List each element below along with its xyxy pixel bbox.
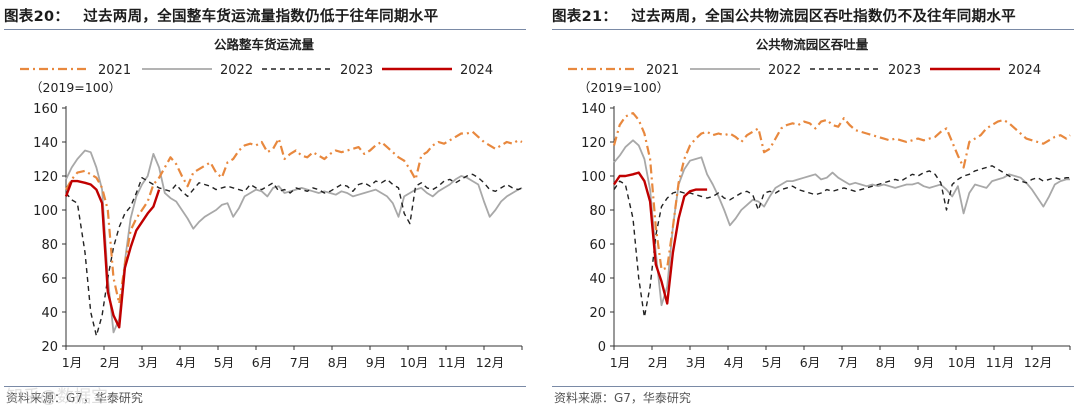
series-line-2022 [65, 149, 523, 334]
legend-label-2024: 2024 [460, 63, 493, 78]
y-tick-label: 100 [581, 170, 606, 185]
x-tick-label: 3月 [138, 355, 158, 370]
unit-label: （2019=100） [30, 80, 121, 95]
y-tick-label: 60 [41, 272, 58, 287]
source-note: 资料来源：G7，华泰研究 [6, 391, 143, 405]
unit-label: （2019=100） [578, 80, 669, 95]
chart-title: 公共物流园区吞吐量 [756, 37, 869, 52]
legend-label-2024: 2024 [1008, 63, 1041, 78]
y-tick-label: 0 [598, 340, 606, 355]
legend-label-2023: 2023 [340, 63, 373, 78]
series-line-2024 [613, 171, 708, 305]
series-line-2021 [612, 112, 1071, 271]
legend-label-2022: 2022 [768, 63, 801, 78]
y-tick-label: 160 [33, 102, 58, 117]
y-tick-label: 80 [589, 204, 606, 219]
x-tick-label: 1月 [62, 355, 82, 370]
x-tick-label: 11月 [986, 355, 1014, 370]
y-tick-label: 100 [33, 204, 58, 219]
chart-panel-road-freight: 图表20： 过去两周，全国整车货运流量指数仍低于往年同期水平 公路整车货运流量 20… [4, 0, 526, 412]
y-tick-label: 20 [589, 306, 606, 321]
y-tick-label: 60 [589, 238, 606, 253]
x-tick-label: 2月 [648, 355, 668, 370]
y-tick-label: 40 [41, 306, 58, 321]
x-tick-label: 4月 [724, 355, 744, 370]
figure-title-text: 过去两周，全国公共物流园区吞吐指数仍不及往年同期水平 [631, 9, 1016, 25]
y-tick-label: 120 [33, 170, 58, 185]
figure-title: 图表20： 过去两周，全国整车货运流量指数仍低于往年同期水平 [4, 5, 526, 29]
x-tick-label: 9月 [914, 355, 934, 370]
x-tick-label: 7月 [838, 355, 858, 370]
x-tick-label: 12月 [1024, 355, 1052, 370]
source-note: 资料来源：G7，华泰研究 [554, 391, 691, 405]
title-divider [552, 29, 1074, 30]
x-tick-label: 4月 [176, 355, 196, 370]
series-line-2023 [613, 165, 1070, 318]
x-tick-label: 6月 [800, 355, 820, 370]
series-line-2021 [65, 130, 523, 305]
chart-panel-logistics-park: 图表21： 过去两周，全国公共物流园区吞吐指数仍不及往年同期水平 公共物流园区吞吐… [552, 0, 1074, 412]
y-tick-label: 140 [581, 102, 606, 117]
figure-label: 图表20： [4, 9, 70, 25]
legend-label-2021: 2021 [98, 63, 131, 78]
footer-divider [4, 386, 526, 387]
x-tick-label: 10月 [948, 355, 976, 370]
y-tick-label: 80 [41, 238, 58, 253]
x-tick-label: 7月 [290, 355, 310, 370]
legend-label-2022: 2022 [220, 63, 253, 78]
x-tick-label: 1月 [610, 355, 630, 370]
y-tick-label: 20 [41, 340, 58, 355]
watermark: 知乎@数据宝 [6, 387, 108, 407]
figure-label: 图表21： [552, 9, 618, 25]
legend-label-2021: 2021 [646, 63, 679, 78]
road-freight-chart: 公路整车货运流量 2021 2022 2023 2024 （2019=100） 20 40 60… [20, 37, 523, 370]
x-tick-label: 2月 [100, 355, 120, 370]
x-tick-label: 11月 [438, 355, 466, 370]
logistics-park-chart: 公共物流园区吞吐量 2021 2022 2023 2024 （2019=100） 0 20 40… [568, 37, 1071, 370]
chart-title: 公路整车货运流量 [214, 37, 315, 52]
series-line-2023 [65, 173, 523, 337]
y-tick-label: 40 [589, 272, 606, 287]
figure-title-text: 过去两周，全国整车货运流量指数仍低于往年同期水平 [83, 9, 439, 25]
x-tick-label: 8月 [328, 355, 348, 370]
x-tick-label: 5月 [762, 355, 782, 370]
x-tick-label: 5月 [214, 355, 234, 370]
figure-title: 图表21： 过去两周，全国公共物流园区吞吐指数仍不及往年同期水平 [552, 5, 1074, 29]
x-tick-label: 12月 [476, 355, 504, 370]
legend-label-2023: 2023 [888, 63, 921, 78]
x-tick-label: 6月 [252, 355, 272, 370]
y-tick-label: 140 [33, 136, 58, 151]
x-tick-label: 8月 [876, 355, 896, 370]
y-tick-label: 120 [581, 136, 606, 151]
title-divider [4, 29, 526, 30]
x-tick-label: 3月 [686, 355, 706, 370]
x-tick-label: 9月 [366, 355, 386, 370]
series-line-2024 [64, 179, 161, 329]
footer-divider [552, 386, 1074, 387]
x-tick-label: 10月 [400, 355, 428, 370]
series-line-2022 [613, 139, 1070, 307]
